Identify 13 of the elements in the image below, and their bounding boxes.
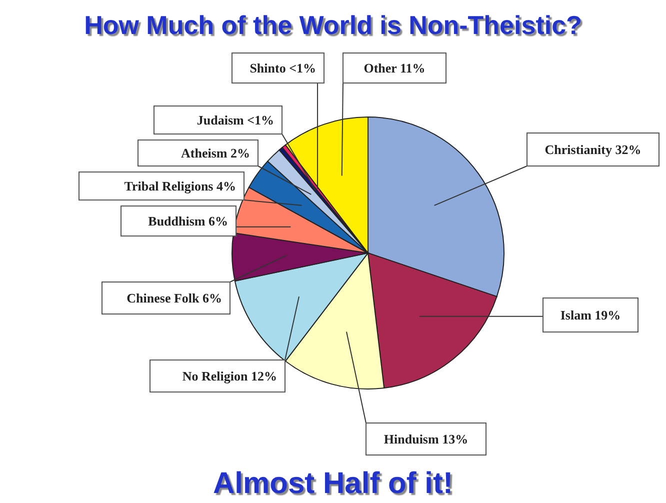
slice-label: No Religion 12% [182, 368, 277, 384]
slice-label: Atheism 2% [181, 146, 250, 160]
slice-label: Shinto <1% [250, 60, 316, 76]
slice-label: Christianity 32% [544, 142, 642, 157]
slice-label: Islam 19% [560, 308, 621, 322]
slice-label: Tribal Religions 4% [124, 178, 236, 194]
slice-label: Buddhism 6% [148, 214, 228, 228]
chart-title: How Much of the World is Non-Theistic? [84, 10, 582, 40]
slice-label: Other 11% [364, 60, 426, 76]
slice-label: Judaism <1% [196, 112, 274, 128]
slice-label: Chinese Folk 6% [126, 290, 222, 306]
slice-label: Hinduism 13% [384, 432, 468, 446]
text: Almost Half of it! [213, 467, 453, 500]
